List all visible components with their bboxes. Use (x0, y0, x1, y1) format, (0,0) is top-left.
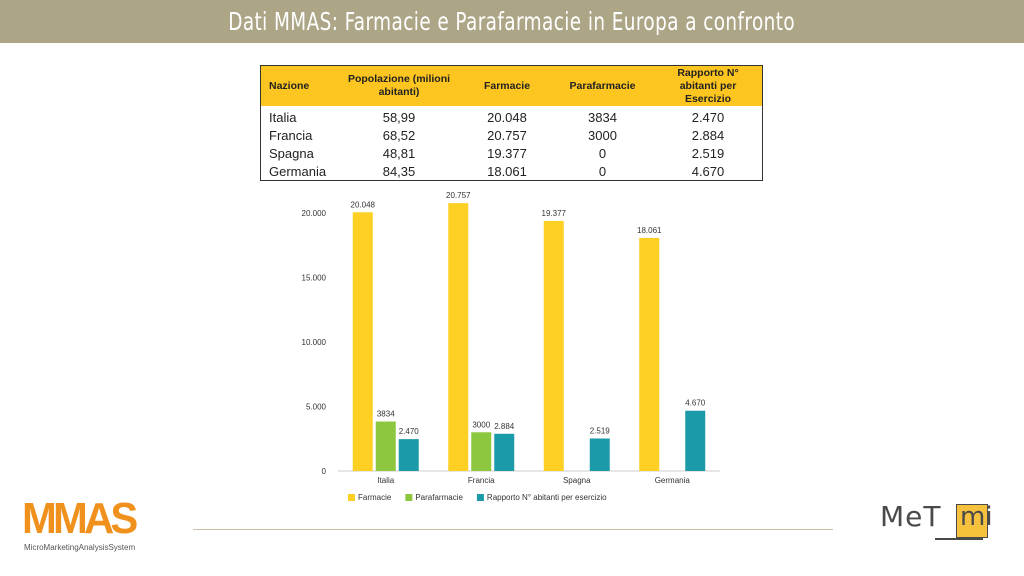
data-label: 20.757 (446, 191, 471, 200)
table-row: Italia 58,99 20.048 3834 2.470 (261, 106, 763, 126)
y-tick-label: 5.000 (306, 402, 327, 411)
y-tick-label: 15.000 (302, 273, 327, 282)
table-cell: 68,52 (382, 127, 416, 143)
x-category-label: Italia (377, 476, 394, 485)
table-cell: 18.061 (487, 163, 527, 179)
table-cell: 3000 (588, 127, 617, 143)
table-cell: Spagna (269, 145, 314, 161)
bar (589, 438, 610, 471)
y-tick-label: 0 (322, 467, 327, 476)
mmas-logo-mark: MMAS (22, 494, 138, 543)
data-label: 18.061 (637, 226, 662, 235)
mmas-logo: MMAS MicroMarketingAnalysisSystem (22, 495, 172, 557)
legend-swatch (476, 494, 484, 501)
bar (685, 410, 706, 471)
table-cell: 2.470 (691, 109, 725, 125)
bar (375, 421, 396, 471)
data-table: Nazione Popolazione (milioni abitanti) F… (260, 65, 763, 181)
table-row: Germania 84,35 18.061 0 4.670 (261, 162, 763, 181)
data-label: 2.519 (590, 426, 611, 435)
data-label: 3000 (472, 420, 490, 429)
table-header-row: Nazione Popolazione (milioni abitanti) F… (260, 65, 763, 106)
mmas-logo-subtitle: MicroMarketingAnalysisSystem (24, 543, 136, 552)
col-header-parafarmacie: Parafarmacie (551, 65, 654, 106)
table-cell: 3834 (588, 109, 617, 125)
bar (639, 237, 660, 471)
col-header-popolazione: Popolazione (milioni abitanti) (335, 65, 463, 106)
table-cell: Italia (269, 109, 297, 125)
x-category-label: Germania (655, 476, 691, 485)
table-cell: 4.670 (691, 163, 725, 179)
table-row: Spagna 48,81 19.377 0 2.519 (261, 144, 763, 162)
data-label: 3834 (377, 410, 395, 419)
y-tick-label: 10.000 (302, 338, 327, 347)
table-cell: 2.519 (691, 145, 725, 161)
legend-swatch (348, 494, 355, 501)
metmi-logo-met: MeT (880, 500, 942, 533)
legend-label: Rapporto N° abitanti per esercizio (487, 493, 607, 502)
x-category-label: Spagna (563, 476, 591, 485)
metmi-logo-mi: mi (960, 502, 993, 532)
data-label: 20.048 (351, 200, 376, 209)
y-tick-label: 20.000 (302, 209, 327, 218)
bar (398, 439, 419, 471)
table-cell: 48,81 (382, 145, 416, 161)
data-label: 2.470 (399, 427, 420, 436)
bar (494, 433, 515, 471)
table-cell: Germania (269, 163, 327, 179)
metmi-logo-underline (935, 538, 983, 540)
table-cell: 0 (598, 163, 607, 179)
table-cell: 19.377 (487, 145, 527, 161)
data-label: 4.670 (685, 399, 706, 408)
legend-swatch (405, 494, 413, 501)
bar (352, 212, 373, 471)
col-header-nazione: Nazione (260, 65, 335, 106)
table-cell: Francia (269, 127, 313, 143)
table-cell: 58,99 (382, 109, 416, 125)
table-cell: 2.884 (691, 127, 725, 143)
bar (448, 203, 469, 471)
col-header-farmacie: Farmacie (463, 65, 551, 106)
data-label: 19.377 (542, 209, 567, 218)
title-bar: Dati MMAS: Farmacie e Parafarmacie in Eu… (0, 0, 1024, 43)
bar (543, 220, 564, 471)
table-cell: 20.048 (487, 109, 527, 125)
bar (471, 432, 492, 471)
metmi-logo: MeT mi (880, 498, 1010, 548)
footer-divider (193, 529, 833, 530)
bar-chart: 0 5.000 10.000 15.000 20.000 20.048 3834 2.470 I… (302, 191, 720, 502)
table-row: Francia 68,52 20.757 3000 2.884 (261, 126, 763, 144)
data-label: 2.884 (494, 422, 515, 431)
col-header-rapporto: Rapporto N° abitanti per Esercizio (654, 65, 763, 106)
metmi-logo-box (956, 504, 988, 538)
x-category-label: Francia (468, 476, 495, 485)
table-cell: 84,35 (382, 163, 416, 179)
table-cell: 20.757 (487, 127, 527, 143)
legend-label: Parafarmacie (415, 493, 463, 502)
legend-label: Farmacie (358, 493, 392, 502)
table-cell: 0 (598, 145, 607, 161)
page-title: Dati MMAS: Farmacie e Parafarmacie in Eu… (228, 7, 796, 36)
